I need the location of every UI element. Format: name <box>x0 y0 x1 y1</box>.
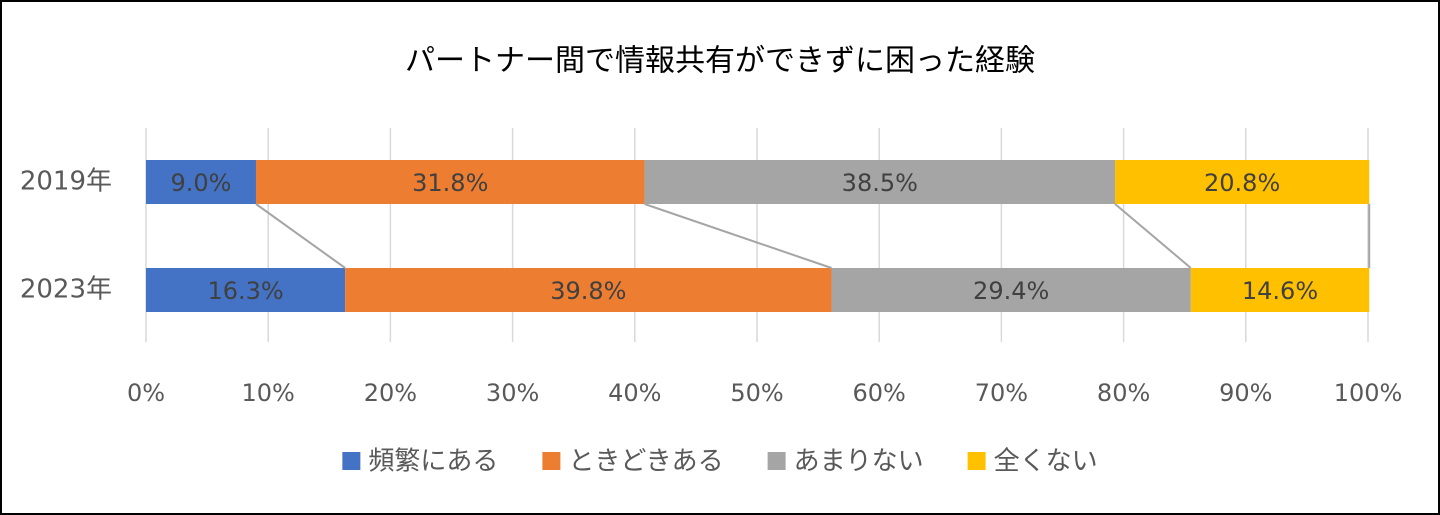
bar-segment <box>146 160 256 204</box>
x-tick-label: 40% <box>608 379 661 407</box>
data-label: 39.8% <box>550 277 626 305</box>
y-tick-label: 2023年 <box>20 275 112 305</box>
series-line <box>644 203 832 269</box>
legend-swatch <box>542 452 561 470</box>
bar-segment <box>1190 268 1370 312</box>
bar-segment <box>345 268 832 312</box>
x-tick-label: 60% <box>853 379 906 407</box>
x-tick-label: 0% <box>127 379 165 407</box>
data-label: 38.5% <box>842 169 918 197</box>
x-tick-label: 100% <box>1334 379 1403 407</box>
bar-segment <box>146 268 346 312</box>
legend-label: 頻繁にある <box>368 447 498 477</box>
bar-segment <box>644 160 1116 204</box>
x-tick-label: 80% <box>1097 379 1150 407</box>
data-label: 29.4% <box>973 277 1049 305</box>
legend-label: ときどきある <box>568 447 723 477</box>
legend-label: 全くない <box>994 447 1098 477</box>
series-line <box>1114 203 1192 269</box>
series-line <box>255 203 346 269</box>
x-tick-label: 20% <box>364 379 417 407</box>
bar-segment <box>831 268 1191 312</box>
x-tick-label: 70% <box>975 379 1028 407</box>
data-label: 14.6% <box>1242 277 1318 305</box>
data-label: 9.0% <box>170 169 231 197</box>
data-label: 31.8% <box>412 169 488 197</box>
legend-swatch <box>767 452 786 470</box>
bar-segment <box>1115 160 1370 204</box>
bar-segment <box>255 160 645 204</box>
x-tick-label: 50% <box>730 379 783 407</box>
legend-swatch <box>342 452 361 470</box>
x-tick-label: 30% <box>486 379 539 407</box>
legend-swatch <box>967 452 986 470</box>
x-tick-label: 90% <box>1219 379 1272 407</box>
legend-label: あまりない <box>794 447 924 477</box>
data-label: 20.8% <box>1204 169 1280 197</box>
x-tick-label: 10% <box>242 379 295 407</box>
data-label: 16.3% <box>207 277 283 305</box>
chart-title: パートナー間で情報共有ができずに困った経験 <box>405 44 1035 79</box>
y-tick-label: 2019年 <box>20 167 112 197</box>
